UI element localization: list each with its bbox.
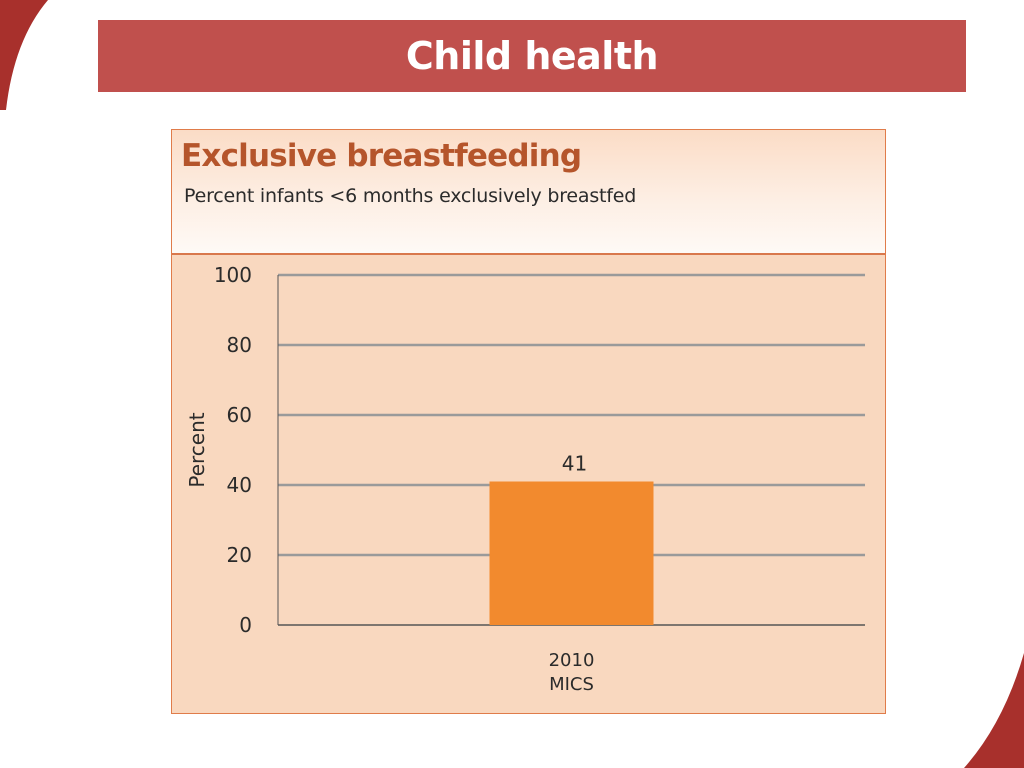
y-axis-title: Percent: [185, 412, 209, 487]
bar: [489, 481, 654, 625]
y-tick-label: 40: [227, 473, 252, 497]
chart-panel: Exclusive breastfeeding Percent infants …: [171, 129, 886, 714]
bar-data-label: 41: [562, 452, 587, 476]
y-tick-label: 0: [239, 613, 252, 637]
bar-chart: 0 20 40 60 80 100 Percent 41 2010 MICS: [185, 263, 865, 695]
x-category-label: MICS: [549, 674, 594, 695]
x-category-label: 2010: [549, 650, 595, 671]
slide-title: Child health: [405, 34, 659, 78]
slide-title-bar: Child health: [98, 20, 966, 92]
chart-title: Exclusive breastfeeding: [181, 138, 582, 174]
y-tick-label: 100: [214, 263, 252, 287]
y-tick-label: 60: [227, 403, 252, 427]
y-tick-label: 80: [227, 333, 252, 357]
corner-decoration-bottom-right: [964, 653, 1024, 768]
chart-subtitle: Percent infants <6 months exclusively br…: [184, 185, 637, 207]
corner-decoration-top-left: [0, 0, 48, 110]
y-tick-label: 20: [227, 543, 252, 567]
chart-header: Exclusive breastfeeding Percent infants …: [172, 130, 885, 255]
